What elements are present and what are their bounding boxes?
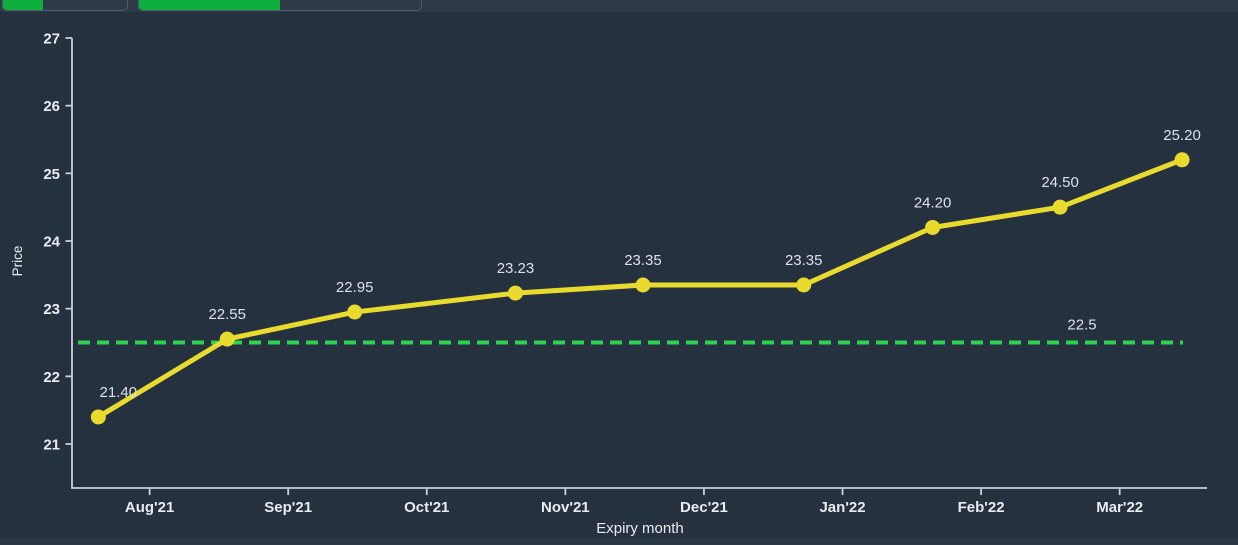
data-point-label: 23.35 [785,252,823,269]
toolbar [0,0,1238,12]
x-axis-tick-label: Dec'21 [680,499,728,516]
x-axis-tick-label: Sep'21 [264,499,312,516]
x-axis-title: Expiry month [596,520,684,537]
data-point[interactable] [347,304,363,320]
y-axis-tick-label: 23 [43,301,60,318]
y-axis-tick-label: 27 [43,31,60,48]
x-axis-tick-label: Jan'22 [819,499,865,516]
data-point[interactable] [90,409,106,425]
toolbar-button-2[interactable] [138,0,422,11]
x-axis-tick-label: Feb'22 [958,499,1005,516]
x-axis-tick-label: Nov'21 [541,499,590,516]
data-point-label: 23.35 [624,252,662,269]
data-point-label: 24.50 [1041,174,1079,191]
y-axis-tick-label: 26 [43,98,60,115]
data-point[interactable] [219,331,235,347]
axis-line [71,38,1207,489]
x-axis-tick-label: Mar'22 [1096,499,1143,516]
price-line [95,157,1185,420]
data-point[interactable] [1052,199,1068,215]
y-axis-tick-label: 24 [43,234,60,251]
data-point[interactable] [507,285,523,301]
data-point-label: 23.23 [497,260,535,277]
toolbar-button-1[interactable] [2,0,128,11]
y-axis-title: Price [10,246,25,277]
data-point-label: 24.20 [914,194,952,211]
data-point-label: 22.55 [208,306,246,323]
data-point[interactable] [1174,152,1190,168]
x-axis-tick-label: Aug'21 [125,499,174,516]
toolbar-button-1-fill [3,0,44,10]
data-point-label: 25.20 [1163,127,1201,144]
y-axis-tick-label: 22 [43,369,60,386]
y-axis-tick-label: 25 [43,166,60,183]
toolbar-button-2-fill [139,0,280,10]
reference-line-label: 22.5 [1067,317,1096,334]
y-axis-tick-label: 21 [43,437,60,454]
data-point-label: 22.95 [336,279,374,296]
data-point[interactable] [925,219,941,235]
x-axis-tick-label: Oct'21 [404,499,449,516]
data-point[interactable] [796,277,812,293]
data-point[interactable] [635,277,651,293]
bottom-strip [0,538,1238,545]
data-point-label: 21.40 [100,384,138,401]
